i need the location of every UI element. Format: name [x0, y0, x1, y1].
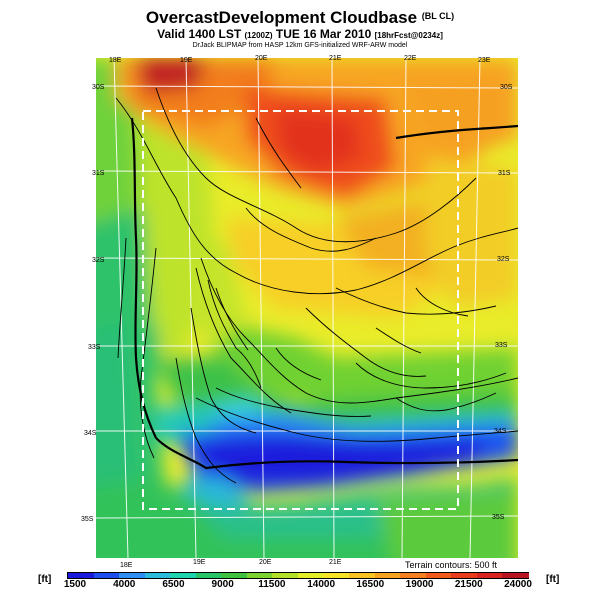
colorbar-swatch — [349, 573, 377, 578]
lat-label-left-6: 35S — [81, 516, 94, 523]
valid-zulu: (1200Z) — [244, 31, 273, 40]
colorbar-tick-label: 21500 — [454, 579, 483, 590]
map-title-tag: (BL CL) — [421, 11, 455, 21]
colorbar-swatch — [502, 573, 530, 578]
valid-prefix: Valid 1400 LST — [157, 27, 242, 41]
lon-label-top-1: 18E — [109, 57, 122, 64]
map-title-text: OvercastDevelopment Cloudbase — [145, 8, 418, 27]
lon-label-bottom-2: 19E — [193, 559, 206, 566]
colorbar-swatch — [93, 573, 121, 578]
lon-label-bottom-4: 21E — [329, 559, 342, 566]
colorbar-tick-label: 9000 — [211, 579, 234, 590]
lat-label-right-5: 34S — [494, 428, 507, 435]
colorbar-tick-label: 11500 — [258, 579, 286, 590]
lon-label-bottom-3: 20E — [259, 559, 272, 566]
lat-label-right-6: 35S — [492, 514, 505, 521]
colorbar-swatch — [221, 573, 249, 578]
lat-label-right-1: 30S — [500, 84, 513, 91]
colorbar-tick-label: 1500 — [63, 579, 87, 590]
colorbar-swatch — [246, 573, 274, 578]
colorbar-tick-label: 16500 — [356, 579, 385, 590]
colorbar-swatch — [170, 573, 198, 578]
colorbar-unit-left: [ft] — [38, 574, 52, 585]
lat-label-left-2: 31S — [92, 170, 105, 177]
colorbar-swatch — [68, 573, 95, 578]
lon-label-top-4: 21E — [329, 55, 342, 62]
lon-label-top-2: 19E — [180, 57, 193, 64]
colorbar-swatch — [400, 573, 428, 578]
lat-label-left-5: 34S — [84, 430, 97, 437]
colorbar-unit-right: [ft] — [546, 574, 560, 585]
colorbar-tick-label: 6500 — [162, 579, 185, 590]
model-source: DrJack BLIPMAP from HASP 12km GFS-initia… — [192, 42, 408, 49]
colorbar-swatch — [476, 573, 504, 578]
lon-label-top-5: 22E — [404, 55, 417, 62]
lon-label-top-6: 23E — [478, 57, 491, 64]
valid-time: Valid 1400 LST (1200Z) TUE 16 Mar 2010 [… — [0, 27, 600, 41]
terrain-contour-note: Terrain contours: 500 ft — [405, 560, 498, 570]
lat-label-right-3: 32S — [497, 256, 510, 263]
valid-suffix: [18hrFcst@0234z] — [374, 31, 443, 40]
colorbar-tick-label: 19000 — [405, 579, 434, 590]
colorbar-swatch — [374, 573, 402, 578]
map-title: OvercastDevelopment Cloudbase (BL CL) — [0, 8, 600, 28]
colorbar-tick-label: 24000 — [504, 579, 532, 590]
valid-date: TUE 16 Mar 2010 — [275, 27, 372, 41]
colorbar-swatch — [451, 573, 479, 578]
coastline — [130, 117, 518, 470]
inner-domain-boundary — [142, 110, 459, 510]
colorbar-swatch — [272, 573, 300, 578]
colorbar-swatch — [323, 573, 351, 578]
colorbar — [67, 572, 530, 579]
colorbar-swatch — [195, 573, 223, 578]
cloudbase-field — [96, 58, 518, 558]
terrain-contours — [115, 87, 518, 484]
colorbar-swatch — [144, 573, 172, 578]
colorbar-swatch — [119, 573, 147, 578]
colorbar-swatch — [298, 573, 325, 578]
colorbar-tick-label: 14000 — [307, 579, 336, 590]
cloudbase-map — [96, 58, 518, 558]
lat-label-left-3: 32S — [92, 257, 105, 264]
lat-label-right-2: 31S — [498, 170, 511, 177]
lat-label-right-4: 33S — [495, 342, 508, 349]
lon-label-top-3: 20E — [255, 55, 268, 62]
colorbar-tick-label: 4000 — [113, 579, 136, 590]
colorbar-swatch — [425, 573, 453, 578]
lon-label-bottom-1: 18E — [120, 562, 133, 569]
lat-label-left-1: 30S — [92, 84, 105, 91]
lat-label-left-4: 33S — [88, 344, 101, 351]
